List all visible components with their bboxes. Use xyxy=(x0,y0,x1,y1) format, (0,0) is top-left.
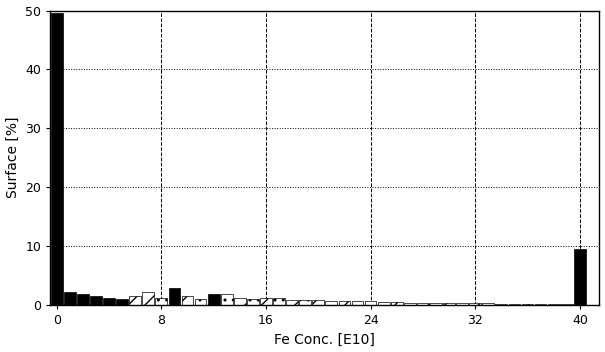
Bar xyxy=(391,302,402,305)
Bar xyxy=(103,298,115,305)
Bar xyxy=(469,303,481,305)
Bar xyxy=(325,301,337,305)
Bar xyxy=(195,299,206,305)
Y-axis label: Surface [%]: Surface [%] xyxy=(5,117,19,199)
Bar xyxy=(352,301,364,305)
Bar xyxy=(234,298,246,305)
Bar xyxy=(169,288,180,305)
Bar xyxy=(142,292,154,305)
Bar xyxy=(286,300,298,305)
Bar xyxy=(482,303,494,305)
Bar xyxy=(208,294,220,305)
Bar xyxy=(77,294,89,305)
Bar xyxy=(129,296,141,305)
Bar xyxy=(339,301,350,305)
Bar xyxy=(273,298,285,305)
Bar xyxy=(51,13,62,305)
Bar xyxy=(509,304,520,305)
Bar xyxy=(561,304,573,305)
Bar xyxy=(365,301,376,305)
Bar xyxy=(495,304,507,305)
Bar xyxy=(535,304,546,305)
Bar xyxy=(312,300,324,305)
Bar xyxy=(378,302,390,305)
Bar xyxy=(574,249,586,305)
Bar xyxy=(443,303,455,305)
Bar xyxy=(548,304,560,305)
Bar xyxy=(299,300,311,305)
Bar xyxy=(247,299,259,305)
Bar xyxy=(456,303,468,305)
Bar xyxy=(430,303,442,305)
Bar xyxy=(64,292,76,305)
Bar xyxy=(116,299,128,305)
Bar xyxy=(221,294,232,305)
Bar xyxy=(182,296,194,305)
Bar xyxy=(522,304,534,305)
X-axis label: Fe Conc. [E10]: Fe Conc. [E10] xyxy=(274,332,375,346)
Bar xyxy=(417,302,429,305)
Bar xyxy=(90,296,102,305)
Bar xyxy=(260,298,272,305)
Bar xyxy=(404,302,416,305)
Bar xyxy=(155,298,167,305)
